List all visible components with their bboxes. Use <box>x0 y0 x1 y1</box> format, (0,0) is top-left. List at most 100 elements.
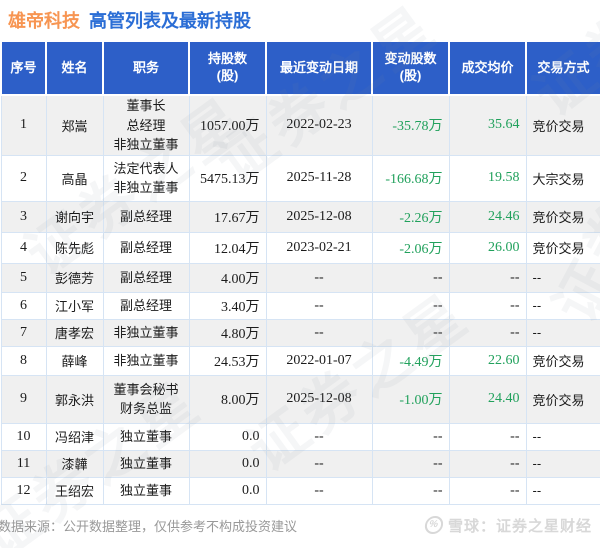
cell-shares: 4.80万 <box>188 318 267 347</box>
cell-name: 薛峰 <box>45 345 104 376</box>
table-row: 2 高晶 法定代表人 非独立董事 5475.13万 2025-11-28 -166.68万… <box>0 154 600 202</box>
cell-index: 2 <box>0 154 47 202</box>
column-header-3: 持股数 (股) <box>188 40 267 96</box>
cell-change: -- <box>371 476 450 505</box>
cell-change: -- <box>371 262 450 293</box>
cell-method: 竞价交易 <box>525 200 600 233</box>
cell-index: 7 <box>0 318 47 347</box>
table-row: 1 郑嵩 董事长 总经理 非独立董事 1057.00万 2022-02-23 -35.78… <box>0 94 600 156</box>
cell-name: 谢向宇 <box>45 200 104 233</box>
cell-position: 非独立董事 <box>102 345 190 376</box>
cell-change: -4.49万 <box>371 345 450 376</box>
cell-shares: 17.67万 <box>188 200 267 233</box>
cell-position: 董事会秘书 财务总监 <box>102 374 190 424</box>
cell-price: -- <box>448 476 527 505</box>
cell-position: 副总经理 <box>102 262 190 293</box>
cell-position: 副总经理 <box>102 231 190 264</box>
brand-watermark-label: 雪球：证券之星财经 <box>447 517 592 535</box>
table-row: 6 江小军 副总经理 3.40万 -- -- -- -- <box>0 291 600 320</box>
cell-position: 副总经理 <box>102 200 190 233</box>
cell-price: -- <box>448 318 527 347</box>
column-header-1: 姓名 <box>45 40 104 96</box>
cell-name: 郑嵩 <box>45 94 104 156</box>
cell-date: 2022-02-23 <box>265 94 373 156</box>
cell-date: -- <box>265 422 373 451</box>
cell-position: 法定代表人 非独立董事 <box>102 154 190 202</box>
column-header-2: 职务 <box>102 40 190 96</box>
data-source-disclaimer: 数据来源：公开数据整理，仅供参考不构成投资建议 <box>0 518 298 534</box>
cell-date: -- <box>265 476 373 505</box>
table-row: 3 谢向宇 副总经理 17.67万 2025-12-08 -2.26万 24.46 竞价交易 <box>0 200 600 233</box>
cell-name: 陈先彪 <box>45 231 104 264</box>
cell-index: 12 <box>0 476 47 505</box>
cell-price: 26.00 <box>448 231 527 264</box>
column-header-0: 序号 <box>0 40 47 96</box>
table-row: 8 薛峰 非独立董事 24.53万 2022-01-07 -4.49万 22.60 竞价交易 <box>0 345 600 376</box>
title-heading: 高管列表及最新持股 <box>89 11 251 31</box>
cell-index: 1 <box>0 94 47 156</box>
company-name: 雄帝科技 <box>8 11 80 31</box>
cell-method: 竞价交易 <box>525 231 600 264</box>
cell-index: 6 <box>0 291 47 320</box>
cell-name: 唐孝宏 <box>45 318 104 347</box>
cell-shares: 3.40万 <box>188 291 267 320</box>
cell-shares: 4.00万 <box>188 262 267 293</box>
cell-price: 35.64 <box>448 94 527 156</box>
cell-method: -- <box>525 449 600 478</box>
cell-date: 2025-11-28 <box>265 154 373 202</box>
cell-price: -- <box>448 291 527 320</box>
cell-shares: 0.0 <box>188 422 267 451</box>
cell-change: -166.68万 <box>371 154 450 202</box>
cell-name: 漆韡 <box>45 449 104 478</box>
cell-shares: 0.0 <box>188 449 267 478</box>
cell-index: 11 <box>0 449 47 478</box>
cell-price: 22.60 <box>448 345 527 376</box>
cell-change: -1.00万 <box>371 374 450 424</box>
cell-date: -- <box>265 262 373 293</box>
cell-method: 大宗交易 <box>525 154 600 202</box>
cell-index: 5 <box>0 262 47 293</box>
cell-change: -35.78万 <box>371 94 450 156</box>
cell-position: 非独立董事 <box>102 318 190 347</box>
page-title: 雄帝科技 高管列表及最新持股 <box>0 0 600 40</box>
holdings-table: 序号 姓名 职务 持股数 (股) 最近变动日期 变动股数 (股) 成交均价 交易方式 1 郑嵩董… <box>0 40 600 505</box>
cell-method: -- <box>525 422 600 451</box>
brand-watermark: % 雪球：证券之星财经 <box>423 515 592 536</box>
cell-date: -- <box>265 449 373 478</box>
cell-change: -2.06万 <box>371 231 450 264</box>
cell-price: 24.46 <box>448 200 527 233</box>
table-row: 4 陈先彪 副总经理 12.04万 2023-02-21 -2.06万 26.00 竞价交易 <box>0 231 600 264</box>
cell-name: 郭永洪 <box>45 374 104 424</box>
cell-position: 董事长 总经理 非独立董事 <box>102 94 190 156</box>
cell-method: 竞价交易 <box>525 374 600 424</box>
cell-shares: 0.0 <box>188 476 267 505</box>
cell-method: 竞价交易 <box>525 94 600 156</box>
cell-change: -- <box>371 422 450 451</box>
cell-date: 2023-02-21 <box>265 231 373 264</box>
cell-price: 24.40 <box>448 374 527 424</box>
cell-method: -- <box>525 262 600 293</box>
table-row: 7 唐孝宏 非独立董事 4.80万 -- -- -- -- <box>0 318 600 347</box>
cell-name: 冯绍津 <box>45 422 104 451</box>
table-row: 12 王绍宏 独立董事 0.0 -- -- -- -- <box>0 476 600 505</box>
cell-shares: 8.00万 <box>188 374 267 424</box>
cell-name: 江小军 <box>45 291 104 320</box>
cell-method: 竞价交易 <box>525 345 600 376</box>
cell-position: 独立董事 <box>102 449 190 478</box>
cell-price: 19.58 <box>448 154 527 202</box>
cell-position: 副总经理 <box>102 291 190 320</box>
cell-date: 2025-12-08 <box>265 374 373 424</box>
table-row: 11 漆韡 独立董事 0.0 -- -- -- -- <box>0 449 600 478</box>
cell-date: 2022-01-07 <box>265 345 373 376</box>
cell-date: -- <box>265 291 373 320</box>
cell-change: -- <box>371 291 450 320</box>
column-header-7: 交易方式 <box>525 40 600 96</box>
xueqiu-logo-icon: % <box>423 516 445 534</box>
cell-price: -- <box>448 262 527 293</box>
column-header-5: 变动股数 (股) <box>371 40 450 96</box>
cell-position: 独立董事 <box>102 422 190 451</box>
table-row: 9 郭永洪 董事会秘书 财务总监 8.00万 2025-12-08 -1.00万 24.40… <box>0 374 600 424</box>
table-body: 1 郑嵩 董事长 总经理 非独立董事 1057.00万 2022-02-23 -35.78… <box>0 94 600 505</box>
cell-shares: 12.04万 <box>188 231 267 264</box>
